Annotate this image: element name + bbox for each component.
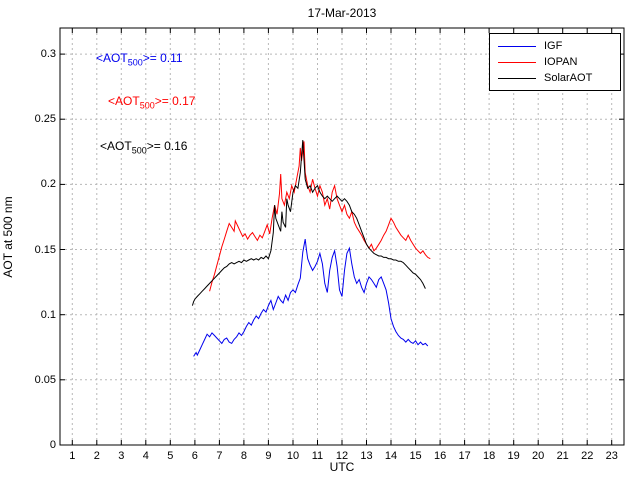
annotation-text: <AOT	[100, 139, 132, 153]
annotation-text: >= 0.16	[146, 139, 188, 153]
x-axis-label: UTC	[329, 460, 355, 474]
series-solaraot-line	[191, 140, 426, 306]
annotation-subscript: 500	[139, 100, 155, 111]
x-tick-label: 17	[458, 450, 471, 462]
x-tick-label: 18	[483, 450, 496, 462]
legend-label-solaraot: SolarAOT	[544, 72, 593, 84]
annotation-subscript: 500	[127, 57, 143, 68]
x-tick-label: 13	[360, 450, 373, 462]
annotation-text: <AOT	[96, 51, 128, 65]
x-tick-label: 23	[605, 450, 618, 462]
x-tick-label: 15	[409, 450, 422, 462]
y-tick-label: 0.1	[40, 308, 56, 321]
x-tick-label: 21	[556, 450, 569, 462]
igf-line-sample	[498, 45, 536, 47]
x-tick-label: 14	[384, 450, 398, 462]
series-iopan-line	[209, 141, 431, 292]
y-tick-label: 0.25	[34, 113, 56, 126]
x-tick-label: 2	[93, 450, 100, 462]
x-tick-label: 22	[581, 450, 594, 462]
x-tick-label: 7	[216, 450, 223, 462]
annotation-text: <AOT	[108, 94, 140, 108]
x-tick-label: 16	[433, 450, 447, 462]
mean-aot-annotation-igf: <AOT500>= 0.11	[96, 51, 183, 67]
legend-row-iopan: IOPAN	[490, 54, 620, 70]
annotation-subscript: 500	[131, 145, 147, 156]
legend-row-igf: IGF	[490, 38, 620, 54]
chart-title: 17-Mar-2013	[307, 6, 377, 20]
x-tick-label: 20	[532, 450, 545, 462]
legend: IGF IOPAN SolarAOT	[489, 33, 621, 91]
mean-aot-annotation-solaraot: <AOT500>= 0.16	[100, 139, 187, 155]
x-tick-label: 4	[142, 450, 149, 462]
x-tick-label: 5	[167, 450, 174, 462]
legend-row-solaraot: SolarAOT	[490, 70, 620, 86]
x-tick-label: 12	[335, 450, 349, 462]
legend-label-igf: IGF	[544, 40, 563, 52]
x-tick-label: 10	[286, 450, 300, 462]
series-igf-line	[193, 239, 429, 357]
x-tick-label: 1	[69, 450, 76, 462]
x-tick-label: 3	[118, 450, 125, 462]
x-tick-label: 9	[265, 450, 272, 462]
mean-aot-annotation-iopan: <AOT500>= 0.17	[108, 94, 195, 110]
annotation-text: >= 0.11	[142, 51, 183, 65]
y-tick-label: 0.2	[40, 178, 56, 191]
x-tick-label: 19	[507, 450, 520, 462]
y-tick-label: 0.15	[34, 243, 56, 256]
y-tick-label: 0	[49, 439, 56, 451]
y-tick-label: 0.3	[40, 48, 56, 61]
annotation-text: >= 0.17	[154, 94, 196, 108]
y-tick-label: 0.05	[34, 373, 56, 386]
legend-label-iopan: IOPAN	[544, 56, 578, 68]
x-tick-label: 11	[311, 450, 324, 462]
x-tick-label: 6	[191, 450, 198, 462]
solaraot-line-sample	[498, 77, 536, 79]
x-tick-label: 8	[240, 450, 247, 462]
iopan-line-sample	[498, 61, 536, 63]
